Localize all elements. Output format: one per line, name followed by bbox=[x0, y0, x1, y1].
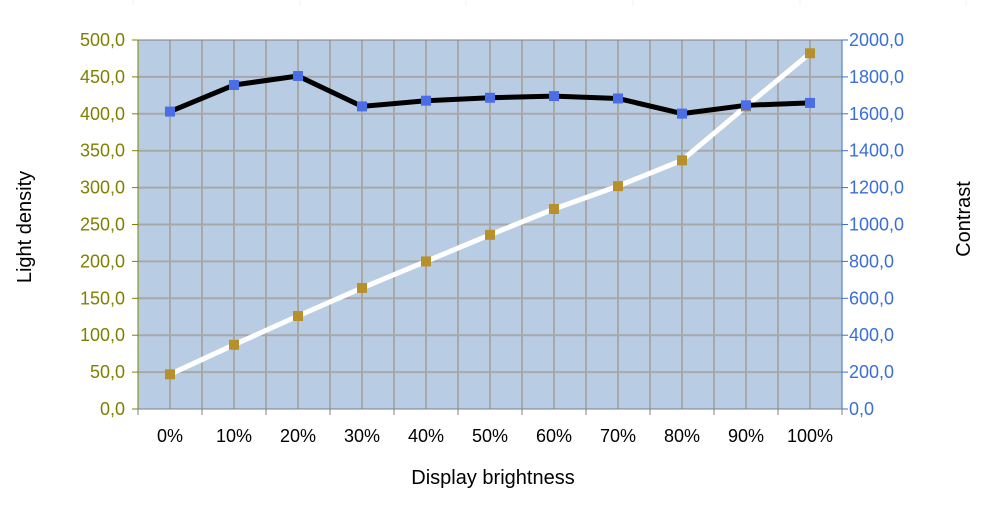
right-tick-label: 1000,0 bbox=[849, 215, 904, 235]
series-point bbox=[229, 80, 239, 91]
series-point bbox=[293, 70, 303, 81]
right-tick-label: 1800,0 bbox=[849, 67, 904, 87]
series-point bbox=[357, 101, 367, 112]
right-tick-label: 2000,0 bbox=[849, 30, 904, 50]
x-tick-label: 70% bbox=[600, 426, 636, 446]
series-point bbox=[805, 48, 815, 59]
series-point bbox=[421, 256, 431, 267]
x-tick-label: 10% bbox=[216, 426, 252, 446]
x-tick-label: 60% bbox=[536, 426, 572, 446]
left-tick-label: 350,0 bbox=[80, 141, 125, 161]
left-tick-label: 100,0 bbox=[80, 325, 125, 345]
x-axis-title: Display brightness bbox=[411, 467, 574, 489]
series-point bbox=[485, 92, 495, 103]
right-tick-label: 1200,0 bbox=[849, 178, 904, 198]
series-point bbox=[357, 282, 367, 293]
horizontal-gridlines bbox=[138, 75, 842, 374]
right-tick-label: 400,0 bbox=[849, 325, 894, 345]
series-point bbox=[421, 95, 431, 106]
right-tick-label: 1400,0 bbox=[849, 141, 904, 161]
left-tick-label: 200,0 bbox=[80, 251, 125, 271]
left-tick-label: 400,0 bbox=[80, 104, 125, 124]
x-tick-label: 80% bbox=[664, 426, 700, 446]
series-point bbox=[805, 97, 815, 108]
left-axis-ticks: 0,0 50,0 100,0 150,0 200,0 250,0 300,0 350,0 400… bbox=[80, 30, 138, 419]
x-tick-label: 30% bbox=[344, 426, 380, 446]
right-axis-title: Contrast bbox=[953, 181, 975, 257]
x-tick-label: 0% bbox=[157, 426, 183, 446]
series-point bbox=[485, 229, 495, 240]
x-axis-ticks: 0% 10% 20% 30% 40% 50% 60% 70% 80% 90% 100% bbox=[137, 409, 843, 446]
right-tick-label: 1600,0 bbox=[849, 104, 904, 124]
series-1 bbox=[165, 48, 815, 380]
series-layer bbox=[165, 48, 815, 380]
right-tick-label: 0,0 bbox=[849, 399, 874, 419]
left-axis-title: Light density bbox=[14, 171, 36, 283]
series-point bbox=[613, 93, 623, 104]
right-tick-label: 600,0 bbox=[849, 288, 894, 308]
series-point bbox=[293, 311, 303, 322]
left-tick-label: 50,0 bbox=[90, 362, 125, 382]
left-tick-label: 150,0 bbox=[80, 288, 125, 308]
x-tick-label: 20% bbox=[280, 426, 316, 446]
x-tick-label: 40% bbox=[408, 426, 444, 446]
right-tick-label: 200,0 bbox=[849, 362, 894, 382]
x-tick-label: 90% bbox=[728, 426, 764, 446]
top-edge-marks bbox=[132, 0, 967, 6]
right-tick-label: 800,0 bbox=[849, 251, 894, 271]
left-tick-label: 450,0 bbox=[80, 67, 125, 87]
series-point bbox=[549, 91, 559, 102]
left-tick-label: 300,0 bbox=[80, 178, 125, 198]
series-point bbox=[165, 106, 175, 117]
series-point bbox=[549, 204, 559, 215]
left-tick-label: 500,0 bbox=[80, 30, 125, 50]
x-tick-label: 50% bbox=[472, 426, 508, 446]
left-tick-label: 0,0 bbox=[100, 399, 125, 419]
series-point bbox=[677, 155, 687, 166]
x-tick-label: 100% bbox=[787, 426, 833, 446]
right-axis-ticks: 0,0 200,0 400,0 600,0 800,0 1000,0 1200,0 1400,… bbox=[842, 30, 904, 419]
series-point bbox=[741, 100, 751, 111]
series-point bbox=[613, 181, 623, 192]
series-2 bbox=[165, 70, 815, 119]
series-point bbox=[229, 339, 239, 350]
series-point bbox=[677, 108, 687, 119]
series-point bbox=[165, 369, 175, 380]
left-tick-label: 250,0 bbox=[80, 215, 125, 235]
